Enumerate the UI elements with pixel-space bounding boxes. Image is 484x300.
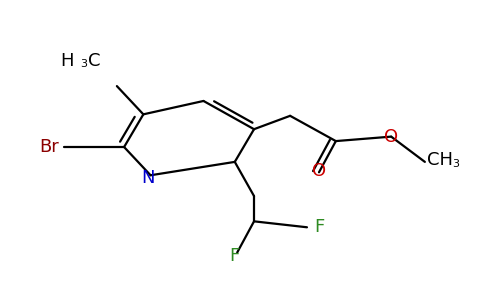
Text: 3: 3 <box>81 59 88 69</box>
Text: N: N <box>141 169 155 187</box>
Text: O: O <box>312 162 326 180</box>
Text: F: F <box>229 247 240 265</box>
Text: H: H <box>60 52 74 70</box>
Text: 3: 3 <box>453 159 460 169</box>
Text: O: O <box>384 128 398 146</box>
Text: CH: CH <box>427 152 454 169</box>
Text: Br: Br <box>39 138 59 156</box>
Text: C: C <box>88 52 101 70</box>
Text: F: F <box>314 218 324 236</box>
